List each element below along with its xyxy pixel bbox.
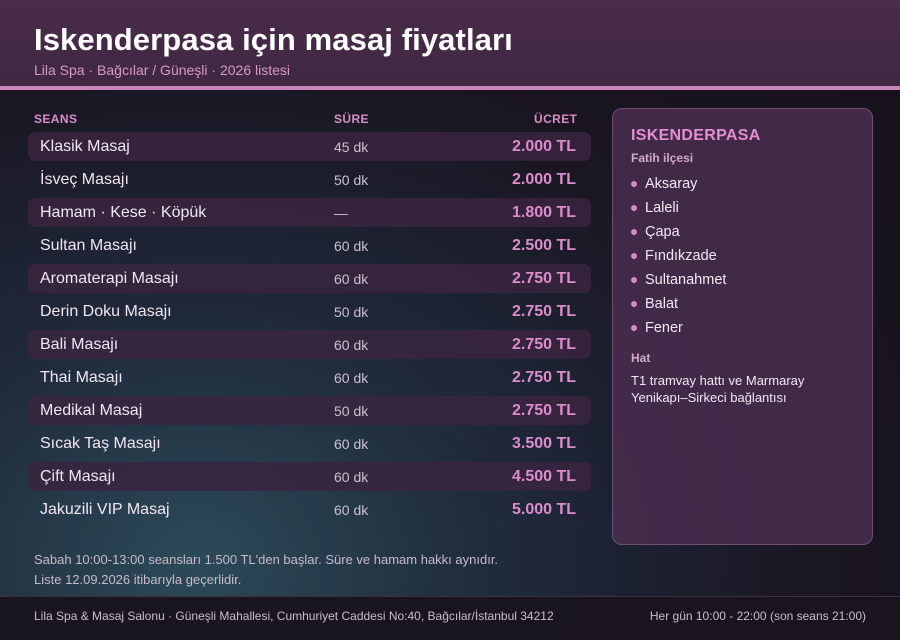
service-name: Bali Masajı — [40, 336, 119, 353]
list-item: Sultanahmet — [631, 268, 726, 292]
transit-heading: Hat — [631, 351, 651, 365]
price-list: Klasik Masaj 45 dk 2.000 TL İsveç Masajı… — [28, 132, 591, 528]
service-price: 4.500 TL — [511, 468, 576, 485]
price-row: Jakuzili VIP Masaj 60 dk 5.000 TL — [28, 495, 591, 524]
price-row: İsveç Masajı 50 dk 2.000 TL — [28, 165, 591, 194]
service-name: Çift Masajı — [40, 468, 116, 485]
neighborhood-name: Fener — [645, 320, 683, 336]
price-row: Hamam · Kese · Köpük — 1.800 TL — [28, 198, 591, 227]
page-footer: Lila Spa & Masaj Salonu · Güneşli Mahall… — [0, 596, 900, 640]
service-duration: 60 dk — [334, 238, 369, 254]
price-row: Sultan Masajı 60 dk 2.500 TL — [28, 231, 591, 260]
bullet-icon — [631, 277, 637, 283]
list-item: Fındıkzade — [631, 244, 726, 268]
footer-address: Lila Spa & Masaj Salonu · Güneşli Mahall… — [34, 609, 554, 623]
neighborhood-name: Sultanahmet — [645, 272, 727, 288]
service-duration: 60 dk — [334, 370, 369, 386]
service-duration: 60 dk — [334, 271, 369, 287]
neighborhood-name: Fındıkzade — [645, 248, 717, 264]
location-title: ISKENDERPASA — [631, 127, 761, 144]
service-price: 2.750 TL — [511, 402, 576, 419]
neighborhood-name: Çapa — [645, 224, 680, 240]
transit-info: T1 tramvay hattı ve Marmaray Yenikapı–Si… — [631, 373, 805, 405]
neighborhood-name: Balat — [645, 296, 679, 312]
service-duration: 45 dk — [334, 139, 369, 155]
service-duration: — — [334, 205, 348, 221]
page-title: Iskenderpasa için masaj fiyatları — [34, 22, 513, 57]
bullet-icon — [631, 205, 637, 211]
service-name: Medikal Masaj — [40, 402, 143, 419]
bullet-icon — [631, 301, 637, 307]
service-duration: 60 dk — [334, 469, 369, 485]
service-price: 2.750 TL — [511, 303, 576, 320]
service-duration: 60 dk — [334, 337, 369, 353]
service-duration: 60 dk — [334, 436, 369, 452]
list-item: Laleli — [631, 196, 726, 220]
price-row: Çift Masajı 60 dk 4.500 TL — [28, 462, 591, 491]
service-name: Aromaterapi Masajı — [40, 270, 179, 287]
bullet-icon — [631, 253, 637, 259]
service-name: İsveç Masajı — [40, 171, 129, 188]
service-price: 2.750 TL — [511, 336, 576, 353]
price-row: Derin Doku Masajı 50 dk 2.750 TL — [28, 297, 591, 326]
service-price: 3.500 TL — [511, 435, 576, 452]
service-price: 2.000 TL — [511, 171, 576, 188]
location-panel: ISKENDERPASA Fatih ilçesi Aksaray Laleli… — [612, 108, 873, 545]
service-duration: 50 dk — [334, 304, 369, 320]
service-price: 2.500 TL — [511, 237, 576, 254]
list-item: Fener — [631, 316, 726, 340]
validity-note: Liste 12.09.2026 itibarıyla geçerlidir. — [34, 572, 242, 587]
service-name: Sultan Masajı — [40, 237, 137, 254]
footer-hours: Her gün 10:00 - 22:00 (son seans 21:00) — [649, 609, 866, 623]
service-name: Hamam · Kese · Köpük — [40, 204, 207, 221]
price-row: Thai Masajı 60 dk 2.750 TL — [28, 363, 591, 392]
bullet-icon — [631, 181, 637, 187]
price-row: Klasik Masaj 45 dk 2.000 TL — [28, 132, 591, 161]
price-row: Medikal Masaj 50 dk 2.750 TL — [28, 396, 591, 425]
service-duration: 60 dk — [334, 502, 369, 518]
page-subtitle: Lila Spa · Bağcılar / Güneşli · 2026 lis… — [34, 62, 291, 78]
list-item: Aksaray — [631, 172, 726, 196]
district-label: Fatih ilçesi — [631, 151, 694, 165]
morning-price-note: Sabah 10:00-13:00 seansları 1.500 TL'den… — [34, 552, 499, 567]
page-header: Iskenderpasa için masaj fiyatları Lila S… — [0, 0, 900, 90]
service-name: Jakuzili VIP Masaj — [40, 501, 170, 518]
service-name: Derin Doku Masajı — [40, 303, 172, 320]
neighborhood-name: Laleli — [645, 200, 679, 216]
service-price: 2.750 TL — [511, 369, 576, 386]
service-name: Klasik Masaj — [40, 138, 130, 155]
list-item: Balat — [631, 292, 726, 316]
service-duration: 50 dk — [334, 172, 369, 188]
service-price: 5.000 TL — [511, 501, 576, 518]
list-item: Çapa — [631, 220, 726, 244]
neighborhood-name: Aksaray — [645, 176, 698, 192]
service-price: 1.800 TL — [511, 204, 576, 221]
neighborhood-list: Aksaray Laleli Çapa Fındıkzade Sultanahm… — [631, 172, 726, 340]
service-name: Thai Masajı — [40, 369, 123, 386]
price-row: Aromaterapi Masajı 60 dk 2.750 TL — [28, 264, 591, 293]
column-header-session: SEANS — [34, 112, 78, 126]
service-duration: 50 dk — [334, 403, 369, 419]
column-header-price: ÜCRET — [534, 112, 578, 126]
service-name: Sıcak Taş Masajı — [40, 435, 161, 452]
service-price: 2.000 TL — [511, 138, 576, 155]
bullet-icon — [631, 229, 637, 235]
bullet-icon — [631, 325, 637, 331]
price-row: Bali Masajı 60 dk 2.750 TL — [28, 330, 591, 359]
column-header-duration: SÜRE — [334, 112, 369, 126]
service-price: 2.750 TL — [511, 270, 576, 287]
price-row: Sıcak Taş Masajı 60 dk 3.500 TL — [28, 429, 591, 458]
